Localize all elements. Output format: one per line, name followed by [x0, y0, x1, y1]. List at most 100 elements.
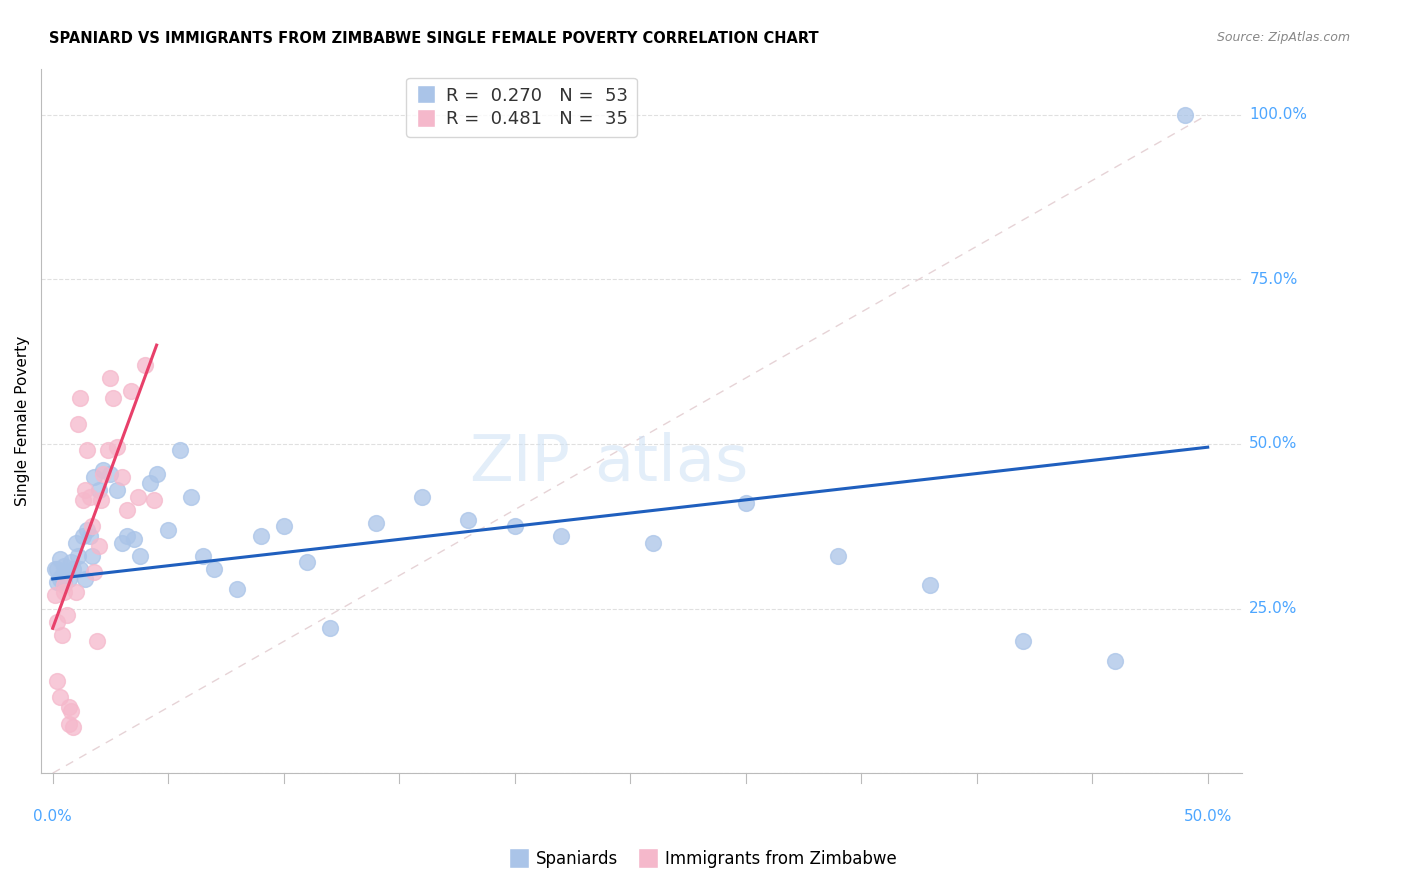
Point	[60, 556, 83, 570]
Point	[73, 483, 96, 497]
Text: ZIP: ZIP	[468, 432, 569, 494]
Point	[46, 562, 69, 576]
Point	[83, 470, 105, 484]
Point	[51, 628, 73, 642]
Point	[129, 549, 152, 563]
Point	[65, 585, 87, 599]
Point	[46, 615, 69, 629]
Point	[53, 575, 76, 590]
Point	[134, 358, 156, 372]
Text: atlas: atlas	[593, 432, 748, 494]
Point	[72, 529, 94, 543]
Text: 0.0%: 0.0%	[34, 809, 72, 824]
Point	[58, 716, 80, 731]
Point	[62, 720, 84, 734]
Point	[69, 562, 91, 576]
Point	[60, 704, 83, 718]
Point	[920, 578, 942, 592]
Point	[73, 572, 96, 586]
Point	[295, 556, 318, 570]
Point	[58, 700, 80, 714]
Point	[93, 463, 115, 477]
Legend: Spaniards, Immigrants from Zimbabwe: Spaniards, Immigrants from Zimbabwe	[503, 844, 903, 875]
Point	[53, 558, 76, 573]
Point	[111, 535, 134, 549]
Point	[46, 575, 69, 590]
Point	[550, 529, 572, 543]
Point	[319, 621, 342, 635]
Text: 75.0%: 75.0%	[1250, 272, 1298, 286]
Text: Source: ZipAtlas.com: Source: ZipAtlas.com	[1216, 31, 1350, 45]
Text: 25.0%: 25.0%	[1250, 601, 1298, 616]
Point	[111, 470, 134, 484]
Point	[97, 443, 120, 458]
Point	[138, 476, 160, 491]
Point	[364, 516, 387, 530]
Point	[76, 443, 98, 458]
Point	[90, 492, 112, 507]
Legend: R =  0.270   N =  53, R =  0.481   N =  35: R = 0.270 N = 53, R = 0.481 N = 35	[406, 78, 637, 137]
Point	[80, 519, 103, 533]
Point	[67, 549, 90, 563]
Point	[62, 562, 84, 576]
Point	[105, 440, 128, 454]
Text: SPANIARD VS IMMIGRANTS FROM ZIMBABWE SINGLE FEMALE POVERTY CORRELATION CHART: SPANIARD VS IMMIGRANTS FROM ZIMBABWE SIN…	[49, 31, 818, 46]
Point	[69, 391, 91, 405]
Point	[48, 552, 70, 566]
Point	[191, 549, 214, 563]
Point	[48, 690, 70, 705]
Point	[87, 483, 110, 497]
Point	[105, 483, 128, 497]
Point	[100, 371, 122, 385]
Point	[1174, 107, 1197, 121]
Point	[44, 562, 66, 576]
Point	[734, 496, 756, 510]
Point	[1104, 654, 1126, 668]
Point	[226, 582, 249, 596]
Point	[87, 539, 110, 553]
Point	[115, 529, 138, 543]
Point	[79, 529, 101, 543]
Point	[643, 535, 665, 549]
Point	[53, 578, 76, 592]
Point	[76, 523, 98, 537]
Y-axis label: Single Female Poverty: Single Female Poverty	[15, 335, 30, 506]
Point	[122, 533, 145, 547]
Point	[457, 513, 479, 527]
Point	[1012, 634, 1035, 648]
Point	[101, 391, 124, 405]
Point	[157, 523, 180, 537]
Point	[127, 490, 149, 504]
Point	[169, 443, 191, 458]
Point	[58, 572, 80, 586]
Point	[100, 467, 122, 481]
Point	[115, 502, 138, 516]
Point	[411, 490, 433, 504]
Point	[72, 492, 94, 507]
Point	[67, 417, 90, 431]
Point	[202, 562, 225, 576]
Point	[53, 585, 76, 599]
Point	[46, 673, 69, 688]
Point	[120, 384, 142, 399]
Point	[86, 634, 108, 648]
Point	[79, 490, 101, 504]
Point	[51, 568, 73, 582]
Point	[80, 549, 103, 563]
Point	[55, 566, 77, 580]
Point	[143, 492, 166, 507]
Point	[93, 467, 115, 481]
Point	[180, 490, 202, 504]
Text: 50.0%: 50.0%	[1184, 809, 1232, 824]
Point	[503, 519, 526, 533]
Point	[273, 519, 295, 533]
Text: 100.0%: 100.0%	[1250, 107, 1308, 122]
Point	[145, 467, 167, 481]
Point	[827, 549, 849, 563]
Point	[44, 588, 66, 602]
Point	[65, 535, 87, 549]
Point	[48, 572, 70, 586]
Point	[83, 566, 105, 580]
Point	[249, 529, 271, 543]
Text: 50.0%: 50.0%	[1250, 436, 1298, 451]
